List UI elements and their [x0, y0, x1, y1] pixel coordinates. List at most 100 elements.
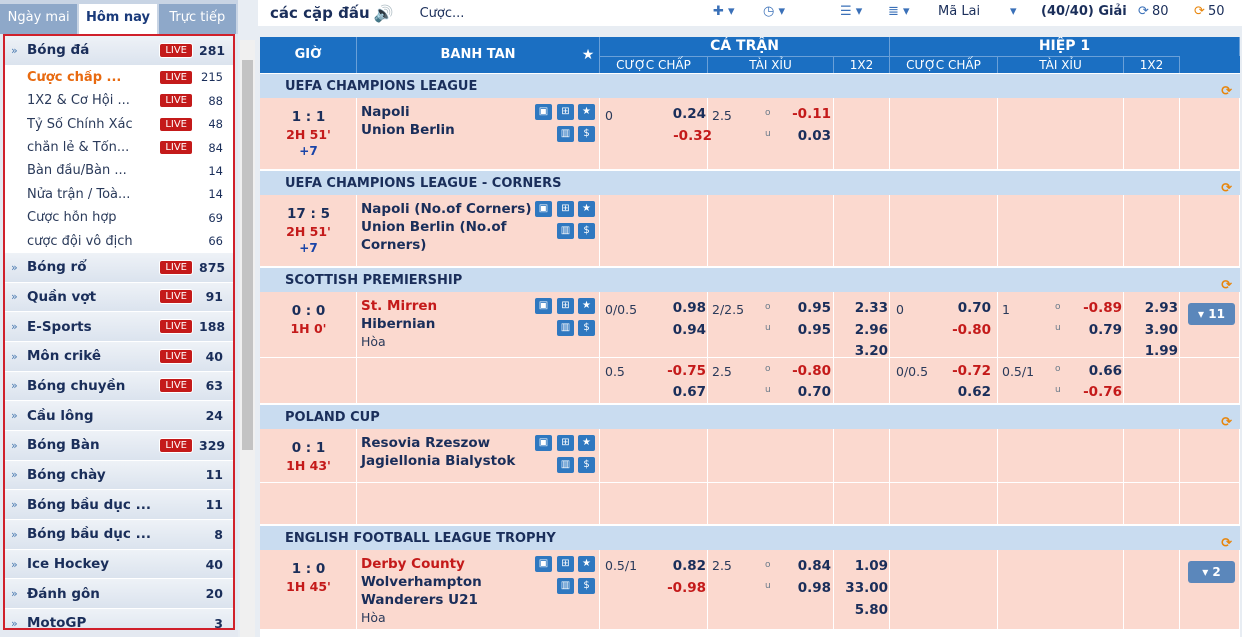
market-item[interactable]: Bàn đầu/Bàn ... 14: [5, 159, 233, 183]
list-icon[interactable]: ≣ ▾: [888, 4, 910, 19]
league-header[interactable]: SCOTTISH PREMIERSHIP ⟳: [260, 267, 1240, 293]
odds-value[interactable]: 0.84: [797, 558, 831, 574]
team-name[interactable]: Corners): [361, 237, 427, 253]
odds-value[interactable]: -0.32: [673, 128, 712, 144]
odds-value[interactable]: -0.75: [667, 363, 706, 379]
star-icon[interactable]: ★: [578, 201, 595, 217]
team-name[interactable]: Hibernian: [361, 316, 436, 332]
odds-value[interactable]: -0.76: [1083, 384, 1122, 400]
star-icon[interactable]: ★: [581, 47, 595, 63]
odds-value[interactable]: -0.11: [792, 106, 831, 122]
tab-2[interactable]: Trực tiếp: [158, 4, 236, 34]
dollar-icon[interactable]: $: [578, 578, 595, 594]
sidebar-scrollbar[interactable]: [240, 40, 255, 637]
market-item[interactable]: 1X2 & Cơ Hội ... LIVE 88: [5, 89, 233, 113]
sport-item[interactable]: » Bóng chày 11: [5, 460, 233, 491]
scrollbar-thumb[interactable]: [242, 60, 253, 450]
more-markets-button[interactable]: ▾ 2: [1188, 561, 1235, 583]
dollar-icon[interactable]: $: [578, 457, 595, 473]
league-filter[interactable]: (40/40) Giải: [1041, 4, 1127, 19]
stats-icon[interactable]: ⊞: [557, 435, 574, 451]
sport-item[interactable]: » MotoGP 3: [5, 609, 233, 628]
refresh-icon[interactable]: ⟳: [1221, 536, 1232, 551]
odds-value[interactable]: 1.09: [854, 558, 888, 574]
odds-value[interactable]: 0.66: [1088, 363, 1122, 379]
sport-item[interactable]: » Đánh gôn 20: [5, 579, 233, 610]
odds-value[interactable]: 0.95: [797, 322, 831, 338]
bet-type-select[interactable]: Cược...: [419, 5, 465, 21]
market-item[interactable]: cược đội vô địch 66: [5, 229, 233, 253]
sport-item[interactable]: » Cầu lông 24: [5, 401, 233, 431]
sport-item[interactable]: » Bóng bầu dục ... 8: [5, 520, 233, 550]
sport-item[interactable]: » Ice Hockey 40: [5, 549, 233, 580]
market-item[interactable]: Nửa trận / Toà... 14: [5, 182, 233, 207]
chart-icon[interactable]: ▥: [557, 126, 574, 142]
sport-item[interactable]: » E-Sports LIVE 188: [5, 312, 233, 342]
chevron-down-icon[interactable]: ▾: [1010, 4, 1017, 19]
odds-value[interactable]: 0.98: [672, 300, 706, 316]
odds-value[interactable]: 0.70: [797, 384, 831, 400]
add-icon[interactable]: ✚ ▾: [713, 4, 735, 19]
odds-type-select[interactable]: Mã Lai: [938, 4, 981, 19]
odds-value[interactable]: 3.90: [1144, 322, 1178, 338]
team-name[interactable]: Derby County: [361, 556, 465, 572]
chart-icon[interactable]: ▥: [557, 578, 574, 594]
speaker-icon[interactable]: 🔊: [373, 3, 394, 23]
tab-0[interactable]: Ngày mai: [0, 4, 78, 34]
dollar-icon[interactable]: $: [578, 126, 595, 142]
team-name[interactable]: Wanderers U21: [361, 592, 478, 608]
tv-icon[interactable]: ▣: [535, 201, 552, 217]
tab-1[interactable]: Hôm nay: [79, 4, 157, 34]
odds-value[interactable]: 0.95: [797, 300, 831, 316]
market-item[interactable]: Cược chấp ... LIVE 215: [5, 65, 233, 90]
clock-icon[interactable]: ◷ ▾: [763, 4, 786, 19]
league-header[interactable]: UEFA CHAMPIONS LEAGUE - CORNERS ⟳: [260, 170, 1240, 196]
team-name[interactable]: Napoli (No.of Corners): [361, 201, 532, 217]
market-item[interactable]: Tỷ Số Chính Xác LIVE 48: [5, 112, 233, 136]
odds-value[interactable]: 0.67: [672, 384, 706, 400]
more-markets-button[interactable]: ▾ 11: [1188, 303, 1235, 325]
odds-value[interactable]: 0.94: [672, 322, 706, 338]
sport-item[interactable]: » Quần vợt LIVE 91: [5, 282, 233, 313]
odds-value[interactable]: 3.20: [854, 343, 888, 359]
league-header[interactable]: POLAND CUP ⟳: [260, 404, 1240, 430]
odds-value[interactable]: -0.80: [792, 363, 831, 379]
odds-value[interactable]: 2.33: [854, 300, 888, 316]
market-item[interactable]: chẵn lẻ & Tổn... LIVE 84: [5, 135, 233, 160]
dollar-icon[interactable]: $: [578, 320, 595, 336]
league-header[interactable]: ENGLISH FOOTBALL LEAGUE TROPHY ⟳: [260, 525, 1240, 551]
odds-value[interactable]: 1.99: [1144, 343, 1178, 359]
stats-icon[interactable]: ⊞: [557, 201, 574, 217]
odds-value[interactable]: 0.70: [957, 300, 991, 316]
sport-item[interactable]: » Bóng Bàn LIVE 329: [5, 430, 233, 461]
dollar-icon[interactable]: $: [578, 223, 595, 239]
odds-value[interactable]: -0.89: [1083, 300, 1122, 316]
sport-item[interactable]: » Bóng bầu dục ... 11: [5, 490, 233, 520]
odds-value[interactable]: 5.80: [854, 602, 888, 618]
refresh-icon[interactable]: ⟳: [1221, 278, 1232, 293]
sort-icon[interactable]: ☰ ▾: [840, 4, 863, 19]
chart-icon[interactable]: ▥: [557, 457, 574, 473]
odds-value[interactable]: 0.62: [957, 384, 991, 400]
sport-item[interactable]: » Môn crikê LIVE 40: [5, 341, 233, 372]
odds-value[interactable]: 0.98: [797, 580, 831, 596]
chart-icon[interactable]: ▥: [557, 223, 574, 239]
team-name[interactable]: Napoli: [361, 104, 410, 120]
chart-icon[interactable]: ▥: [557, 320, 574, 336]
tv-icon[interactable]: ▣: [535, 556, 552, 572]
team-name[interactable]: Resovia Rzeszow: [361, 435, 491, 451]
star-icon[interactable]: ★: [578, 435, 595, 451]
refresh-icon[interactable]: ⟳: [1221, 84, 1232, 99]
team-name[interactable]: St. Mirren: [361, 298, 438, 314]
odds-value[interactable]: 0.82: [672, 558, 706, 574]
star-icon[interactable]: ★: [578, 298, 595, 314]
stats-icon[interactable]: ⊞: [557, 104, 574, 120]
odds-value[interactable]: 0.03: [797, 128, 831, 144]
team-name[interactable]: Union Berlin (No.of: [361, 219, 507, 235]
odds-value[interactable]: 33.00: [845, 580, 888, 596]
more-bets-link[interactable]: +7: [299, 241, 318, 255]
sport-item[interactable]: » Bóng chuyền LIVE 63: [5, 371, 233, 402]
refresh-icon-2[interactable]: ⟳: [1194, 4, 1205, 19]
team-name[interactable]: Jagiellonia Bialystok: [361, 453, 516, 469]
sport-item[interactable]: » Bóng rổ LIVE 875: [5, 252, 233, 283]
